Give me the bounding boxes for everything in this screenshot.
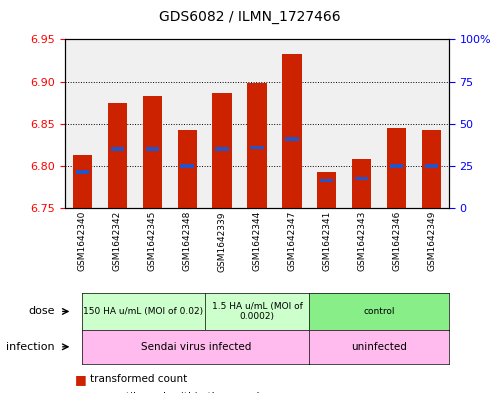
Bar — [425, 164, 438, 168]
Text: GDS6082 / ILMN_1727466: GDS6082 / ILMN_1727466 — [159, 10, 340, 24]
Bar — [178, 130, 197, 208]
Text: infection: infection — [6, 342, 55, 352]
Text: Sendai virus infected: Sendai virus infected — [141, 342, 251, 352]
Bar — [216, 147, 229, 151]
Bar — [143, 96, 162, 208]
Bar — [387, 128, 406, 208]
Text: ■: ■ — [75, 390, 87, 393]
Bar — [108, 103, 127, 208]
Bar — [146, 147, 159, 151]
Text: control: control — [363, 307, 395, 316]
Bar — [248, 83, 266, 208]
Bar — [317, 172, 336, 208]
Bar — [111, 147, 124, 151]
Text: transformed count: transformed count — [90, 374, 187, 384]
Bar — [250, 146, 263, 149]
Text: percentile rank within the sample: percentile rank within the sample — [90, 392, 265, 393]
Bar — [390, 164, 403, 168]
Bar — [76, 170, 89, 174]
Text: 1.5 HA u/mL (MOI of
0.0002): 1.5 HA u/mL (MOI of 0.0002) — [212, 302, 302, 321]
Bar — [213, 92, 232, 208]
Text: dose: dose — [28, 307, 55, 316]
Bar — [320, 179, 333, 182]
Bar — [352, 159, 371, 208]
Bar — [422, 130, 441, 208]
Text: 150 HA u/mL (MOI of 0.02): 150 HA u/mL (MOI of 0.02) — [83, 307, 204, 316]
Text: ■: ■ — [75, 373, 87, 386]
Bar — [282, 54, 301, 208]
Text: uninfected: uninfected — [351, 342, 407, 352]
Bar — [73, 155, 92, 208]
Bar — [285, 137, 298, 141]
Bar — [355, 177, 368, 180]
Bar — [181, 164, 194, 168]
